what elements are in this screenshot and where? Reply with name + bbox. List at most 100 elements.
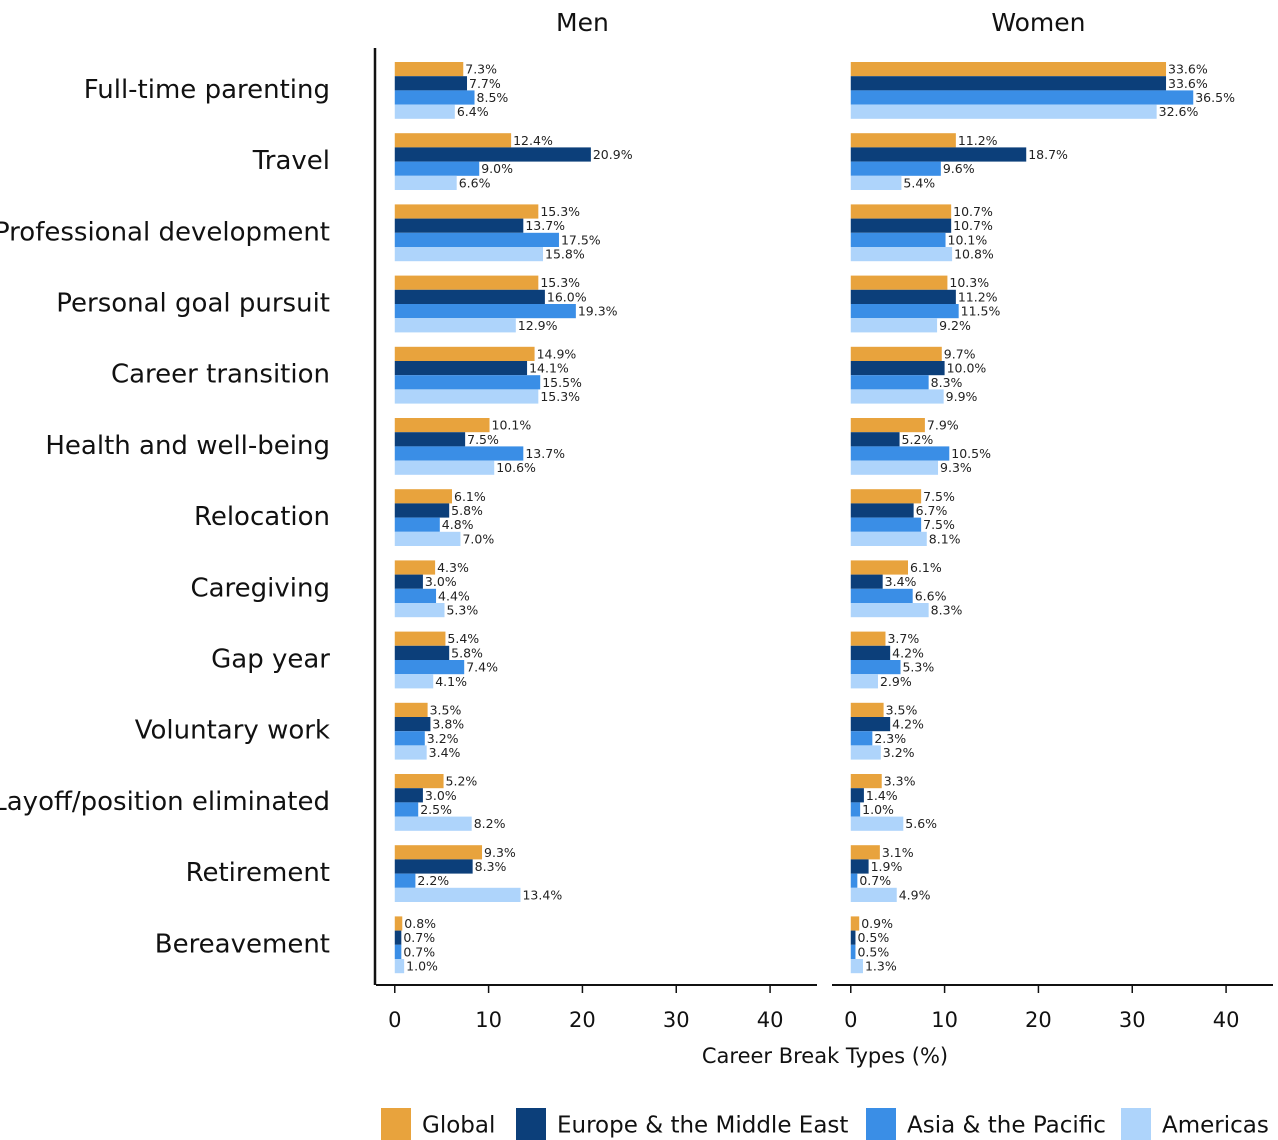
- value-label: 5.4%: [903, 175, 935, 190]
- bar: [394, 916, 403, 931]
- bar: [850, 588, 913, 603]
- category-label: Layoff/position eliminated: [0, 787, 330, 817]
- value-label: 10.8%: [954, 247, 994, 262]
- bar: [394, 702, 428, 717]
- value-label: 4.4%: [438, 588, 470, 603]
- bar: [850, 959, 863, 974]
- bar: [850, 247, 953, 262]
- bar: [394, 944, 402, 959]
- bar: [850, 930, 856, 945]
- value-label: 4.3%: [437, 560, 469, 575]
- x-tick-label: 30: [663, 1008, 690, 1032]
- bar: [850, 304, 959, 319]
- value-label: 14.1%: [529, 361, 569, 376]
- bar: [394, 674, 434, 689]
- bar: [394, 816, 472, 831]
- bar: [394, 873, 416, 888]
- value-label: 3.7%: [887, 631, 919, 646]
- bar: [850, 788, 864, 803]
- value-label: 1.9%: [871, 859, 903, 874]
- legend-swatch: [1121, 1108, 1151, 1140]
- value-label: 3.5%: [430, 702, 462, 717]
- value-label: 5.2%: [902, 432, 934, 447]
- value-label: 3.4%: [885, 574, 917, 589]
- value-label: 6.1%: [454, 489, 486, 504]
- value-label: 10.7%: [953, 204, 993, 219]
- value-label: 6.4%: [457, 104, 489, 119]
- value-label: 15.5%: [542, 375, 582, 390]
- bar: [394, 489, 453, 504]
- bar: [850, 702, 884, 717]
- bar: [850, 90, 1194, 105]
- value-label: 0.9%: [861, 916, 893, 931]
- bar: [850, 232, 946, 247]
- bar: [394, 603, 445, 618]
- bar: [850, 418, 925, 433]
- value-label: 12.9%: [518, 318, 558, 333]
- bar: [394, 375, 541, 390]
- bar: [850, 289, 956, 304]
- bar: [394, 432, 466, 447]
- bar: [394, 788, 423, 803]
- value-label: 3.5%: [886, 702, 918, 717]
- bar: [394, 887, 521, 902]
- bar: [394, 62, 464, 77]
- value-label: 15.3%: [540, 204, 580, 219]
- value-label: 5.4%: [447, 631, 479, 646]
- bar: [850, 944, 856, 959]
- bar: [394, 289, 545, 304]
- value-label: 10.3%: [949, 275, 989, 290]
- bar: [850, 460, 939, 475]
- value-label: 3.8%: [432, 717, 464, 732]
- bar: [850, 745, 881, 760]
- x-tick-label: 10: [931, 1008, 958, 1032]
- value-label: 3.1%: [882, 845, 914, 860]
- value-label: 5.8%: [451, 503, 483, 518]
- legend-swatch: [381, 1108, 411, 1140]
- value-label: 8.2%: [474, 816, 506, 831]
- bar: [394, 147, 591, 162]
- value-label: 4.8%: [442, 517, 474, 532]
- bar: [394, 247, 544, 262]
- bar: [394, 418, 490, 433]
- bar: [394, 104, 455, 119]
- value-label: 10.6%: [496, 460, 536, 475]
- bar: [394, 802, 419, 817]
- value-label: 9.9%: [946, 389, 978, 404]
- value-label: 0.8%: [404, 916, 436, 931]
- bar: [394, 361, 528, 376]
- value-label: 5.3%: [902, 660, 934, 675]
- bar: [394, 232, 559, 247]
- bar: [394, 76, 468, 91]
- value-label: 20.9%: [593, 147, 633, 162]
- value-label: 7.5%: [923, 489, 955, 504]
- value-label: 14.9%: [537, 346, 577, 361]
- bar: [850, 859, 869, 874]
- bar: [850, 503, 914, 518]
- bar: [850, 802, 861, 817]
- bar: [394, 204, 539, 219]
- bar: [850, 645, 891, 660]
- x-tick-label: 10: [475, 1008, 502, 1032]
- bar: [394, 845, 483, 860]
- category-label: Retirement: [186, 858, 330, 888]
- value-label: 9.2%: [939, 318, 971, 333]
- category-label: Travel: [252, 146, 330, 176]
- bar: [850, 560, 909, 575]
- value-label: 18.7%: [1028, 147, 1068, 162]
- panel-title: Women: [991, 8, 1085, 37]
- value-label: 0.5%: [857, 944, 889, 959]
- bar: [850, 104, 1157, 119]
- bar: [394, 133, 512, 148]
- bar: [394, 304, 576, 319]
- bar: [850, 916, 860, 931]
- category-label: Gap year: [211, 645, 330, 675]
- value-label: 4.2%: [892, 717, 924, 732]
- bar: [850, 517, 922, 532]
- value-label: 1.3%: [865, 959, 897, 974]
- bar: [850, 218, 952, 233]
- category-label: Career transition: [111, 360, 330, 390]
- bar: [850, 489, 922, 504]
- category-label: Full-time parenting: [84, 75, 330, 105]
- value-label: 33.6%: [1168, 76, 1208, 91]
